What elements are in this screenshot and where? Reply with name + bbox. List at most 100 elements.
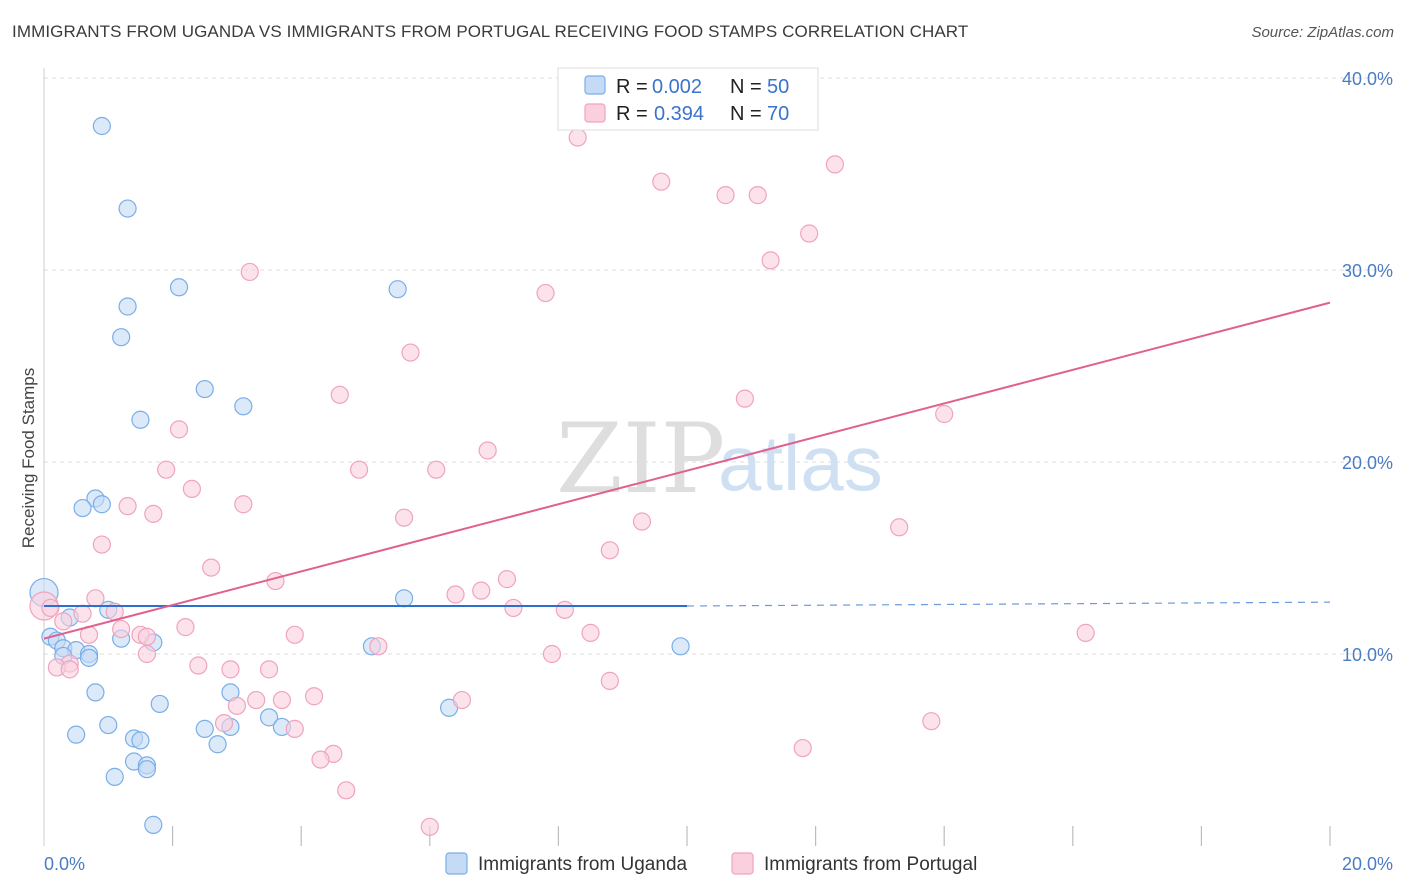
uganda-point-10 xyxy=(73,498,92,518)
portugal-point-4 xyxy=(748,186,767,205)
legend-r-value-uganda: 0.002 xyxy=(652,76,702,98)
uganda-point-11 xyxy=(92,495,111,514)
portugal-point-25 xyxy=(92,535,111,554)
portugal-point-8 xyxy=(536,283,555,303)
portugal-point-46 xyxy=(1076,623,1095,642)
y-axis-label: Receiving Food Stamps xyxy=(19,368,38,548)
uganda-point-31 xyxy=(259,708,279,727)
chart-title: IMMIGRANTS FROM UGANDA VS IMMIGRANTS FRO… xyxy=(12,22,969,41)
portugal-point-53 xyxy=(60,660,79,679)
uganda-point-1 xyxy=(118,199,137,218)
watermark-zip: ZIP xyxy=(556,403,725,515)
portugal-point-31 xyxy=(446,585,465,604)
portugal-point-44 xyxy=(581,623,600,642)
portugal-point-6 xyxy=(761,251,780,270)
portugal-point-24 xyxy=(890,518,909,537)
uganda-point-36 xyxy=(67,725,86,744)
portugal-point-59 xyxy=(247,690,266,710)
portugal-point-16 xyxy=(349,460,369,479)
portugal-point-50 xyxy=(542,644,562,664)
portugal-point-2 xyxy=(652,172,671,191)
portugal-point-0 xyxy=(568,128,587,147)
portugal-point-48 xyxy=(369,637,388,656)
portugal-point-68 xyxy=(311,750,330,769)
top-legend: R = 0.002 N = 50 R = 0.394 N = 70 xyxy=(557,67,819,131)
watermark-atlas: atlas xyxy=(718,419,883,507)
portugal-point-30 xyxy=(472,581,491,600)
legend-r-value-portugal: 0.394 xyxy=(654,103,704,125)
bottom-legend: Immigrants from Uganda Immigrants from P… xyxy=(445,852,977,875)
uganda-point-39 xyxy=(208,735,227,754)
portugal-point-39 xyxy=(555,600,574,619)
portugal-point-26 xyxy=(600,541,619,560)
portugal-point-56 xyxy=(259,660,279,679)
portugal-point-54 xyxy=(189,656,208,675)
portugal-point-32 xyxy=(86,589,105,608)
portugal-point-36 xyxy=(73,604,92,623)
uganda-point-38 xyxy=(131,731,150,750)
portugal-point-64 xyxy=(285,719,304,738)
portugal-point-27 xyxy=(202,558,221,577)
bottom-legend-swatch-portugal xyxy=(731,852,754,875)
uganda-point-33 xyxy=(195,719,214,738)
axes xyxy=(43,68,1331,846)
legend-n-value-uganda: 50 xyxy=(767,76,789,98)
portugal-point-43 xyxy=(137,627,156,646)
portugal-point-60 xyxy=(272,690,292,710)
portugal-point-45 xyxy=(285,625,304,644)
portugal-point-63 xyxy=(214,714,234,733)
legend-n-label-uganda: N = xyxy=(730,76,762,98)
bottom-legend-label-portugal: Immigrants from Portugal xyxy=(764,854,977,875)
uganda-point-24 xyxy=(79,648,99,667)
portugal-point-9 xyxy=(401,343,420,362)
uganda-point-7 xyxy=(131,410,150,429)
uganda-point-13 xyxy=(394,589,414,608)
portugal-point-41 xyxy=(176,618,195,637)
portugal-point-69 xyxy=(337,781,356,800)
portugal-point-15 xyxy=(157,460,176,479)
uganda-point-44 xyxy=(144,815,163,834)
portugal-point-34 xyxy=(41,598,60,618)
portugal-point-58 xyxy=(304,687,324,706)
portugal-point-29 xyxy=(497,570,517,589)
legend-swatch-uganda xyxy=(584,75,606,95)
uganda-point-43 xyxy=(105,767,124,786)
trend-lines xyxy=(43,301,1331,640)
portugal-point-65 xyxy=(922,712,941,731)
portugal-point-57 xyxy=(600,671,619,690)
portugal-point-19 xyxy=(118,497,137,516)
uganda-point-0 xyxy=(92,116,111,136)
uganda-point-29 xyxy=(150,694,169,714)
portugal-point-40 xyxy=(112,619,131,639)
uganda-point-27 xyxy=(86,683,105,702)
legend-r-label-uganda: R = xyxy=(616,76,648,98)
uganda-point-8 xyxy=(234,397,253,416)
portugal-point-11 xyxy=(330,385,349,404)
bottom-legend-label-uganda: Immigrants from Uganda xyxy=(478,854,688,875)
portugal-point-1 xyxy=(825,155,844,174)
uganda-point-42 xyxy=(137,760,156,779)
portugal-point-38 xyxy=(504,598,523,618)
portugal-point-23 xyxy=(632,512,652,531)
portugal-point-61 xyxy=(452,690,472,710)
portugal-point-5 xyxy=(800,224,819,243)
portugal-point-13 xyxy=(169,420,189,439)
portugal-trend-line xyxy=(43,301,1331,640)
portugal-point-37 xyxy=(54,612,73,631)
data-points xyxy=(29,116,1095,836)
portugal-point-12 xyxy=(935,404,954,424)
watermark: ZIP atlas xyxy=(556,403,883,515)
portugal-point-62 xyxy=(227,696,246,715)
portugal-point-66 xyxy=(793,738,812,758)
portugal-point-22 xyxy=(394,508,414,527)
portugal-point-28 xyxy=(266,571,285,591)
uganda-point-26 xyxy=(671,637,690,656)
portugal-point-3 xyxy=(716,186,735,205)
portugal-point-21 xyxy=(144,504,163,523)
uganda-point-5 xyxy=(388,280,407,299)
portugal-point-49 xyxy=(137,644,156,664)
y-tick-labels: 40.0% 30.0% 20.0% 10.0% xyxy=(1342,69,1393,665)
uganda-trend-extension xyxy=(686,601,1331,607)
y-tick-label-1: 30.0% xyxy=(1342,261,1393,281)
